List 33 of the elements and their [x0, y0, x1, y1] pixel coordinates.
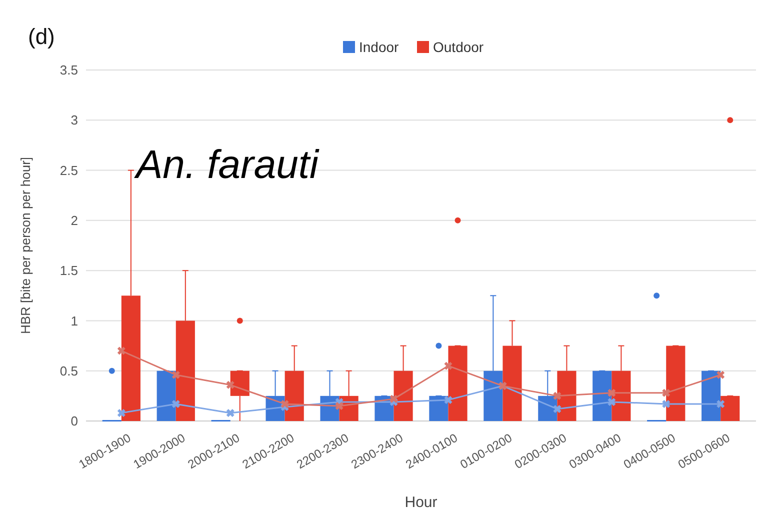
- legend-label: Outdoor: [433, 39, 484, 55]
- point: [444, 362, 452, 370]
- chart-title: (d): [28, 24, 55, 49]
- y-tick-label: 2.5: [60, 162, 78, 178]
- point: [662, 400, 670, 408]
- point: [117, 408, 126, 417]
- point: [662, 388, 670, 397]
- y-tick-label: 3.5: [60, 62, 78, 78]
- y-tick-label: 1.5: [60, 263, 78, 278]
- point: [444, 396, 452, 404]
- point: [172, 370, 180, 379]
- point: [716, 370, 725, 379]
- x-axis-title: Hour: [404, 494, 438, 511]
- point: [608, 398, 616, 406]
- point: [117, 346, 126, 355]
- y-tick-label: 2: [70, 212, 78, 228]
- annotation: An. farauti: [134, 143, 320, 187]
- point: [280, 400, 289, 408]
- y-tick-label: 1: [70, 313, 78, 328]
- y-tick-label: 0.5: [60, 363, 78, 378]
- legend-label: Indoor: [359, 39, 400, 55]
- y-axis-title: HBR [bite per person per hour]: [18, 156, 33, 334]
- point: [608, 388, 616, 397]
- y-tick-label: 0: [70, 414, 78, 429]
- point: [553, 392, 562, 400]
- point: [716, 400, 725, 408]
- y-tick-label: 3: [70, 112, 78, 128]
- point: [172, 400, 180, 408]
- point: [553, 404, 562, 413]
- point: [335, 402, 344, 410]
- point: [226, 380, 234, 389]
- point: [226, 408, 234, 417]
- point: [390, 394, 398, 403]
